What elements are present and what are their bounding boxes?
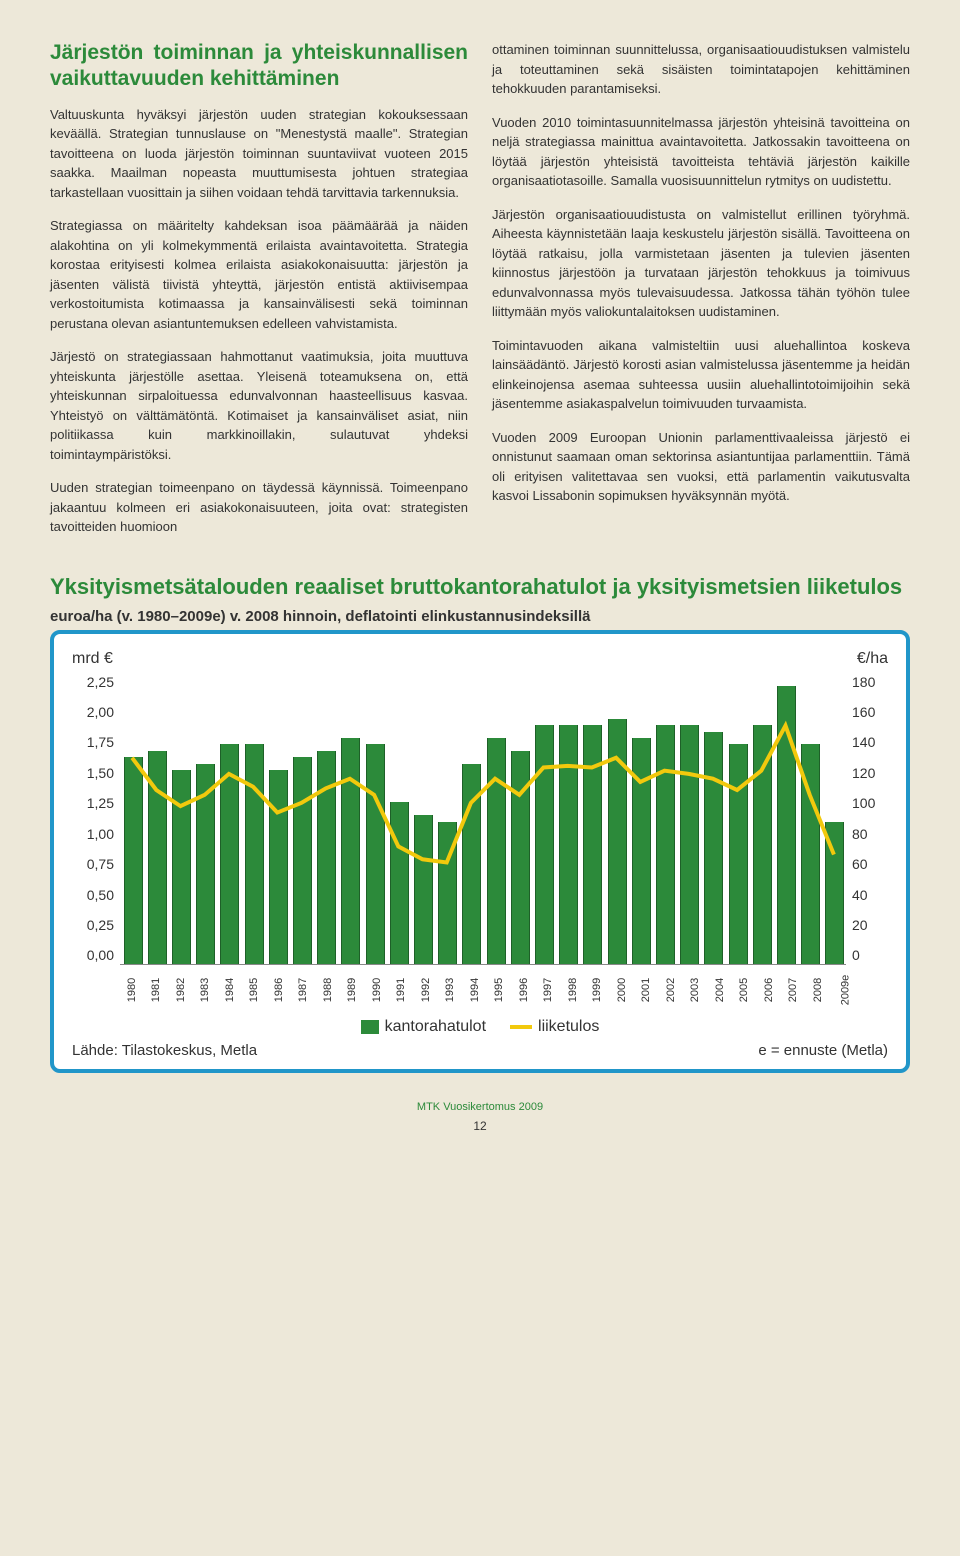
- body-para: Järjestön organisaatiouudistusta on valm…: [492, 205, 910, 322]
- body-para: Valtuuskunta hyväksyi järjestön uuden st…: [50, 105, 468, 203]
- x-axis-labels: 1980198119821983198419851986198719881989…: [120, 968, 846, 1012]
- y-right-unit: €/ha: [857, 650, 888, 668]
- body-para: Järjestö on strategiassaan hahmottanut v…: [50, 347, 468, 464]
- plot-area: [120, 674, 846, 965]
- body-para: ottaminen toiminnan suunnittelussa, orga…: [492, 40, 910, 99]
- y-left-unit: mrd €: [72, 650, 113, 668]
- y-axis-left: 2,252,001,751,501,251,000,750,500,250,00: [72, 674, 120, 964]
- body-para: Uuden strategian toimeenpano on täydessä…: [50, 478, 468, 537]
- chart-container: mrd € €/ha 2,252,001,751,501,251,000,750…: [50, 630, 910, 1073]
- body-para: Vuoden 2009 Euroopan Unionin parlamentti…: [492, 428, 910, 506]
- chart-title: Yksityismetsätalouden reaaliset bruttoka…: [50, 573, 910, 628]
- body-para: Toimintavuoden aikana valmisteltiin uusi…: [492, 336, 910, 414]
- body-para: Vuoden 2010 toimintasuunnitelmassa järje…: [492, 113, 910, 191]
- legend-swatch-bar: [361, 1020, 379, 1034]
- x-tick-label: 2009e: [823, 974, 867, 1005]
- y-axis-right: 180160140120100806040200: [846, 674, 888, 964]
- legend-swatch-line: [510, 1025, 532, 1029]
- chart-ennuste: e = ennuste (Metla): [758, 1042, 888, 1059]
- legend-label-bars: kantorahatulot: [385, 1018, 486, 1036]
- chart-subtitle: euroa/ha (v. 1980–2009e) v. 2008 hinnoin…: [50, 608, 590, 625]
- page-number: 12: [50, 1119, 910, 1133]
- legend-label-line: liiketulos: [538, 1018, 599, 1036]
- section-title: Järjestön toiminnan ja yhteiskunnallisen…: [50, 40, 468, 93]
- chart-source: Lähde: Tilastokeskus, Metla: [72, 1042, 257, 1059]
- chart-legend: kantorahatulot liiketulos: [72, 1018, 888, 1036]
- body-para: Strategiassa on määritelty kahdeksan iso…: [50, 216, 468, 333]
- page-footer: MTK Vuosikertomus 2009: [50, 1101, 910, 1113]
